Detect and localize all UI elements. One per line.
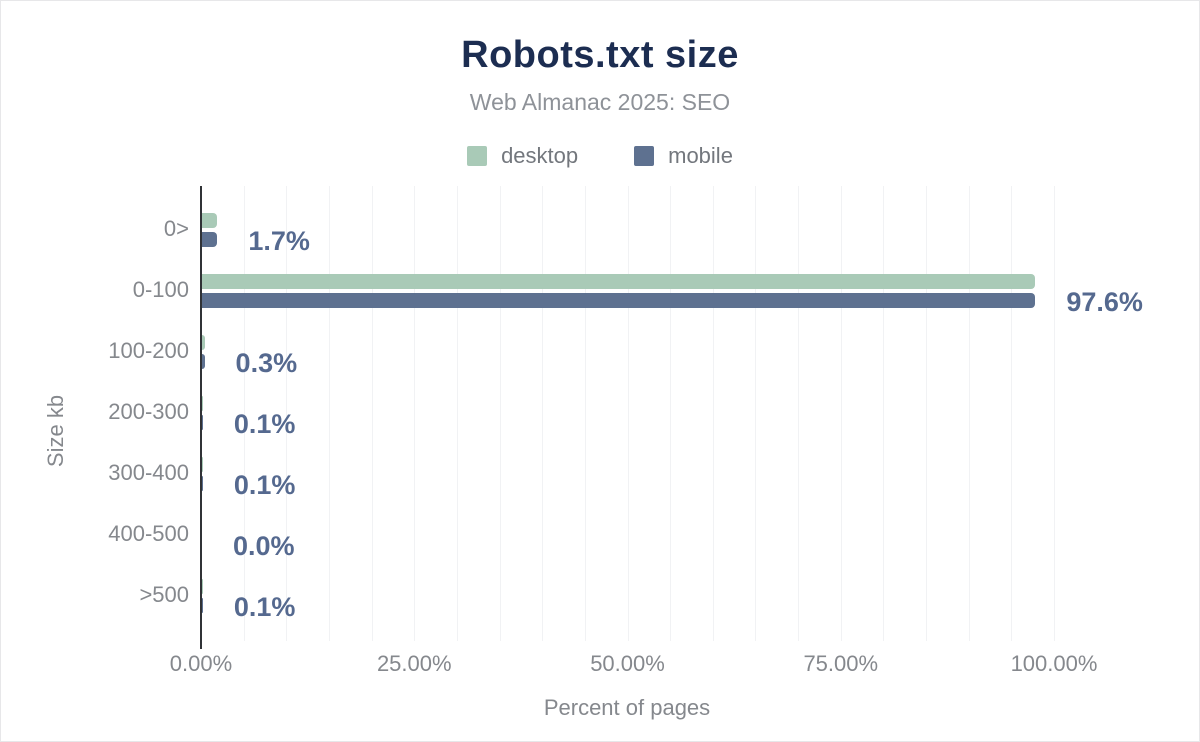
y-tick-label: 100-200 — [108, 338, 189, 363]
x-tick-label: 100.00% — [1010, 651, 1098, 676]
desktop-bar[interactable] — [202, 274, 1036, 289]
legend-label-desktop: desktop — [501, 143, 579, 168]
y-axis-title: Size kb — [43, 394, 68, 468]
y-tick-label: 400-500 — [108, 521, 189, 546]
desktop-bar[interactable] — [202, 213, 218, 228]
mobile-bar[interactable] — [202, 415, 203, 430]
gridline — [243, 186, 245, 641]
gridline — [328, 186, 330, 641]
gridline — [798, 186, 800, 641]
legend: desktop mobile — [1, 143, 1199, 169]
gridline — [584, 186, 586, 641]
gridline — [926, 186, 928, 641]
chart-title: Robots.txt size — [461, 34, 739, 76]
gridline — [968, 186, 970, 641]
legend-item-mobile[interactable]: mobile — [634, 143, 733, 169]
gridline — [1054, 186, 1055, 641]
desktop-bar[interactable] — [202, 579, 203, 594]
mobile-bar[interactable] — [202, 293, 1035, 308]
y-tick-label: 0-100 — [132, 277, 189, 302]
desktop-bar[interactable] — [202, 457, 203, 472]
y-tick-label: 200-300 — [108, 399, 189, 424]
gridline — [499, 186, 501, 641]
mobile-bar[interactable] — [202, 354, 205, 369]
gridline — [712, 186, 714, 641]
value-label: 0.0% — [233, 531, 295, 561]
value-label: 1.7% — [248, 226, 310, 256]
desktop-swatch-icon — [467, 146, 488, 166]
value-label: 0.3% — [235, 348, 298, 378]
desktop-bar[interactable] — [202, 335, 205, 350]
legend-label-mobile: mobile — [668, 143, 733, 168]
gridline — [1011, 186, 1013, 641]
gridline — [414, 186, 416, 641]
y-tick-label: 0> — [163, 216, 189, 241]
gridline — [456, 186, 458, 641]
mobile-bar[interactable] — [202, 598, 203, 613]
x-tick-label: 75.00% — [803, 651, 879, 676]
value-label: 0.1% — [233, 592, 296, 622]
gridline — [371, 186, 373, 641]
x-axis-title: Percent of pages — [543, 695, 711, 720]
value-label: 0.1% — [233, 409, 296, 439]
gridline — [670, 186, 672, 641]
x-tick-label: 0.00% — [169, 651, 233, 676]
mobile-bar[interactable] — [202, 476, 203, 491]
gridline — [840, 186, 842, 641]
mobile-bar[interactable] — [202, 232, 217, 247]
value-label: 97.6% — [1066, 287, 1143, 317]
x-tick-label: 50.00% — [590, 651, 665, 676]
desktop-bar[interactable] — [202, 396, 203, 411]
value-label: 0.1% — [233, 470, 296, 500]
y-tick-label: >500 — [139, 582, 189, 607]
legend-item-desktop[interactable]: desktop — [467, 143, 578, 169]
gridline — [755, 186, 757, 641]
gridline — [883, 186, 885, 641]
gridline — [286, 186, 288, 641]
y-tick-label: 300-400 — [108, 460, 189, 485]
mobile-swatch-icon — [634, 146, 655, 166]
x-tick-label: 25.00% — [376, 651, 452, 676]
chart-subtitle: Web Almanac 2025: SEO — [469, 89, 731, 115]
gridline — [627, 186, 629, 641]
gridline — [542, 186, 544, 641]
y-axis-line — [200, 186, 202, 649]
